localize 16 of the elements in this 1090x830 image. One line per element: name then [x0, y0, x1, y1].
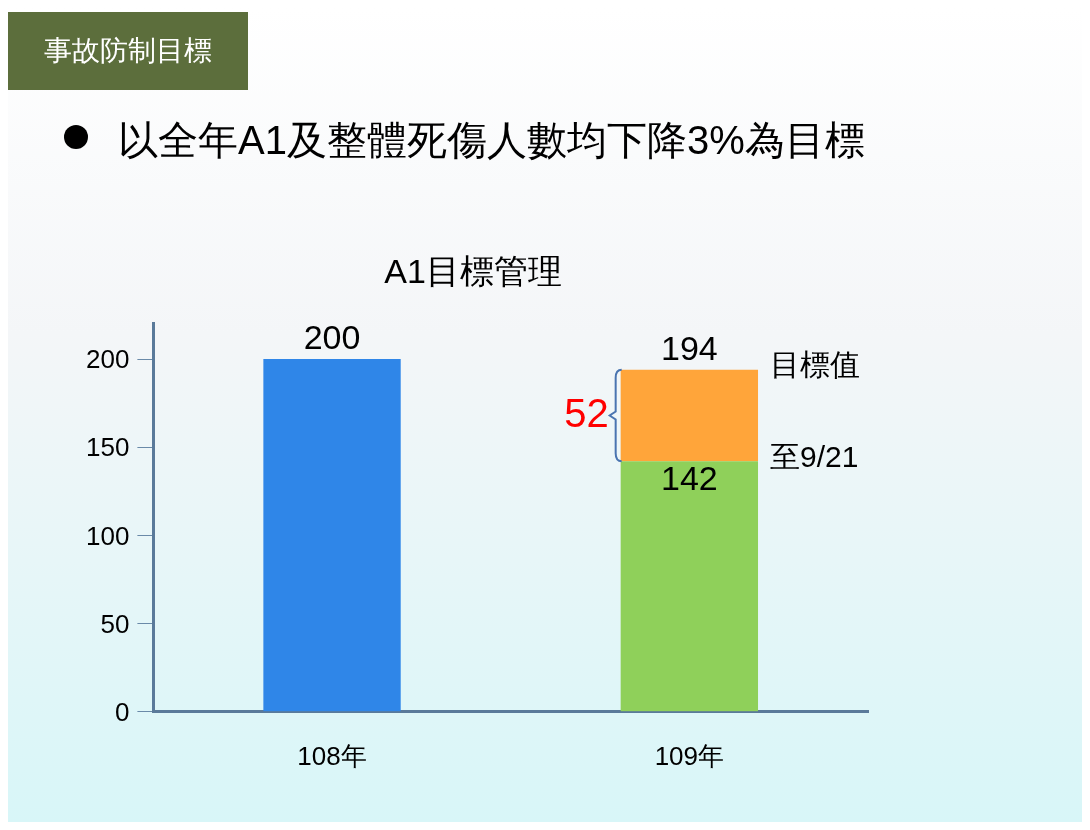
chart-title: A1目標管理: [384, 251, 562, 290]
total-label: 194: [660, 329, 718, 368]
y-tick-label: 200: [85, 344, 130, 375]
x-tick-label: 108年: [297, 740, 367, 771]
data-label: 52: [564, 390, 609, 435]
annotation: 目標值: [770, 347, 861, 381]
data-label: 142: [660, 458, 718, 497]
data-label: 200: [303, 318, 361, 357]
text: 以全年A1及整體死傷人數均下降3%為目標: [118, 117, 865, 164]
x-tick-label: 109年: [654, 740, 725, 771]
y-tick-label: 50: [100, 608, 130, 639]
annotation: 至9/21: [770, 439, 859, 473]
text: 事故防制目標: [8, 12, 248, 90]
y-tick-label: 0: [114, 696, 130, 727]
y-tick-label: 150: [85, 432, 130, 463]
y-tick-label: 100: [85, 520, 130, 551]
